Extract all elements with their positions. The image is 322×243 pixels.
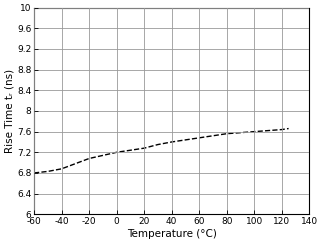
Y-axis label: Rise Time tᵣ (ns): Rise Time tᵣ (ns)	[4, 69, 14, 153]
X-axis label: Temperature (°C): Temperature (°C)	[127, 229, 217, 239]
